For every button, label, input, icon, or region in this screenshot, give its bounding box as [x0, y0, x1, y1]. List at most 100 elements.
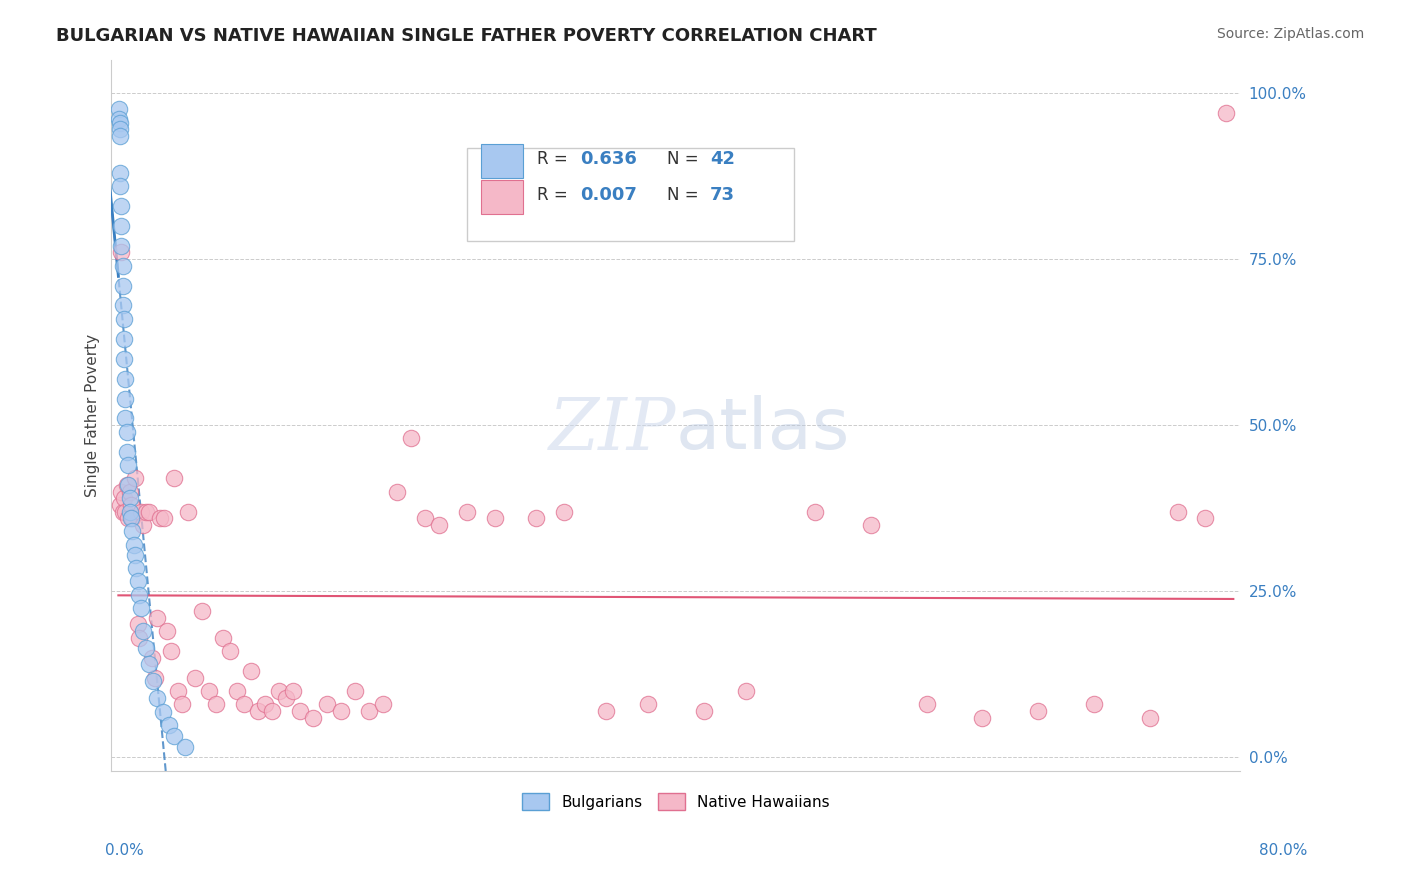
Point — [1167, 504, 1189, 518]
Point — [281, 684, 304, 698]
Point — [157, 718, 180, 732]
Point — [152, 705, 174, 719]
Text: BULGARIAN VS NATIVE HAWAIIAN SINGLE FATHER POVERTY CORRELATION CHART: BULGARIAN VS NATIVE HAWAIIAN SINGLE FATH… — [56, 27, 877, 45]
Point — [142, 673, 165, 688]
Point — [111, 298, 134, 312]
Point — [114, 411, 136, 425]
Point — [132, 624, 155, 639]
Point — [135, 640, 157, 655]
Point — [124, 548, 146, 562]
Text: 80.0%: 80.0% — [1260, 843, 1308, 858]
Point — [117, 458, 139, 472]
Text: N =: N = — [666, 150, 703, 169]
Point — [108, 498, 131, 512]
Point — [110, 199, 132, 213]
Point — [146, 611, 169, 625]
Text: 42: 42 — [710, 150, 735, 169]
Point — [239, 664, 262, 678]
Text: atlas: atlas — [676, 395, 851, 464]
Point — [1215, 105, 1237, 120]
Point — [110, 219, 132, 233]
Point — [915, 697, 938, 711]
Point — [177, 504, 200, 518]
Point — [115, 425, 138, 439]
Point — [174, 739, 197, 754]
Point — [160, 644, 183, 658]
Point — [120, 498, 142, 512]
Point — [198, 684, 221, 698]
Point — [138, 504, 160, 518]
Point — [117, 511, 139, 525]
Point — [110, 238, 132, 252]
Point — [127, 617, 149, 632]
Point — [115, 478, 138, 492]
Point — [153, 511, 176, 525]
Point — [149, 511, 172, 525]
Point — [121, 511, 143, 525]
Legend: Bulgarians, Native Hawaiians: Bulgarians, Native Hawaiians — [516, 787, 837, 816]
Point — [804, 504, 827, 518]
Point — [124, 471, 146, 485]
Point — [114, 392, 136, 406]
Text: R =: R = — [537, 186, 574, 203]
Point — [114, 371, 136, 385]
Point — [108, 103, 131, 117]
Point — [118, 504, 141, 518]
Point — [163, 471, 186, 485]
Point — [399, 431, 422, 445]
Point — [108, 128, 131, 143]
Point — [111, 259, 134, 273]
Point — [110, 245, 132, 260]
Point — [110, 178, 132, 193]
Point — [128, 588, 150, 602]
Point — [108, 112, 131, 127]
Point — [117, 478, 139, 492]
Point — [132, 517, 155, 532]
Text: 0.636: 0.636 — [579, 150, 637, 169]
Text: 0.0%: 0.0% — [105, 843, 145, 858]
Point — [112, 332, 135, 346]
Point — [112, 311, 135, 326]
Point — [232, 697, 254, 711]
Point — [125, 561, 148, 575]
Point — [128, 631, 150, 645]
Point — [218, 644, 240, 658]
Point — [191, 604, 214, 618]
Text: 73: 73 — [710, 186, 735, 203]
Point — [184, 671, 207, 685]
Point — [111, 278, 134, 293]
Point — [359, 704, 381, 718]
Point — [316, 697, 339, 711]
Point — [156, 624, 179, 639]
Point — [112, 491, 135, 506]
Point — [127, 574, 149, 589]
Point — [172, 697, 194, 711]
Point — [288, 704, 311, 718]
Point — [138, 657, 160, 672]
Point — [734, 684, 756, 698]
Point — [163, 729, 186, 743]
Point — [110, 165, 132, 179]
Point — [1194, 511, 1216, 525]
Point — [260, 704, 283, 718]
Point — [484, 511, 506, 525]
Point — [118, 491, 141, 506]
Point — [595, 704, 617, 718]
Text: ZIP: ZIP — [548, 394, 676, 465]
Point — [212, 631, 235, 645]
Point — [167, 684, 190, 698]
Point — [1083, 697, 1105, 711]
FancyBboxPatch shape — [481, 145, 523, 178]
Point — [972, 710, 994, 724]
Point — [141, 650, 163, 665]
Point — [122, 538, 145, 552]
Y-axis label: Single Father Poverty: Single Father Poverty — [86, 334, 100, 497]
FancyBboxPatch shape — [481, 180, 523, 214]
Point — [118, 484, 141, 499]
Point — [112, 351, 135, 366]
Point — [456, 504, 478, 518]
Point — [143, 671, 166, 685]
Point — [373, 697, 395, 711]
Point — [274, 690, 297, 705]
Point — [553, 504, 575, 518]
